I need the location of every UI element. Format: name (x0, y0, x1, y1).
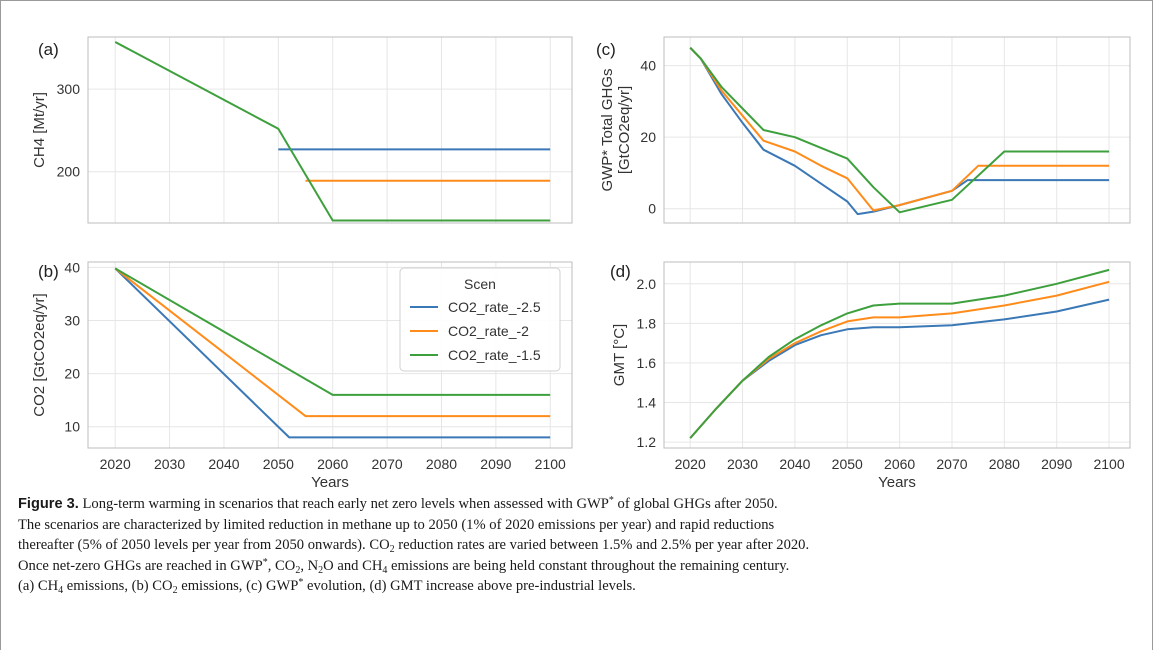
x-tick-label: 2100 (1093, 456, 1124, 472)
y-tick-label: 0 (648, 201, 656, 217)
caption-line-3: thereafter (5% of 2050 levels per year f… (18, 537, 810, 555)
x-tick-label: 2070 (936, 456, 967, 472)
y-tick-label: 40 (64, 259, 80, 275)
x-axis-label: Years (311, 474, 349, 491)
plot-frame (663, 36, 1131, 224)
x-tick-label: 2060 (317, 456, 348, 472)
series-line-CO2_rate_-1.5 (689, 268, 1110, 439)
legend-title: Scen (464, 276, 496, 292)
x-tick-label: 2040 (208, 456, 239, 472)
caption-line-4: Once net-zero GHGs are reached in GWP*, … (18, 556, 790, 576)
series-line-CO2_rate_-1.5 (114, 267, 551, 396)
panel-label: (b) (38, 262, 59, 281)
plot-frame (87, 261, 573, 449)
y-tick-label: 40 (640, 58, 656, 74)
y-tick-label: 30 (64, 312, 80, 328)
legend-entry: CO2_rate_-2 (448, 323, 529, 339)
caption-label: Figure 3. (18, 496, 79, 512)
y-tick-label: 20 (64, 366, 80, 382)
panel-label: (a) (38, 40, 59, 59)
y-tick-label: 20 (640, 129, 656, 145)
series-line-CO2_rate_-2.5 (689, 47, 1110, 216)
x-tick-label: 2040 (779, 456, 810, 472)
x-tick-label: 2020 (100, 456, 131, 472)
chart-panel-4: 1.2 1.4 1.6 1.8 2.0 2020 2030 2040 2050 2060 2070 2… (610, 261, 1131, 491)
chart-panel-3: 0 20 40 GWP* Total GHGs[GtCO2eq/yr] (c) (596, 36, 1131, 224)
legend-box (399, 267, 561, 372)
x-tick-label: 2030 (154, 456, 185, 472)
y-tick-label: 10 (64, 419, 80, 435)
x-tick-label: 2060 (884, 456, 915, 472)
x-tick-label: 2090 (480, 456, 511, 472)
y-axis-label: GMT [°C] (611, 324, 628, 386)
caption-line-5: (a) CH4 emissions, (b) CO2 emissions, (c… (18, 577, 636, 596)
x-tick-label: 2090 (1041, 456, 1072, 472)
x-tick-label: 2070 (372, 456, 403, 472)
plot-frame (663, 261, 1131, 449)
series-line-CO2_rate_-2 (114, 267, 551, 418)
chart-panel-1: 200 300 CH4 [Mt/yr] (a) (31, 36, 573, 224)
x-axis-label: Years (878, 474, 916, 491)
x-tick-label: 2020 (675, 456, 706, 472)
y-tick-label: 1.6 (637, 355, 657, 371)
y-tick-label: 200 (57, 164, 81, 180)
y-tick-label: 2.0 (637, 276, 657, 292)
y-axis-label: GWP* Total GHGs[GtCO2eq/yr] (599, 68, 633, 191)
plot-frame (87, 36, 573, 224)
series-line-CO2_rate_-2.5 (114, 267, 551, 439)
legend: Scen CO2_rate_-2.5 CO2_rate_-2 CO2_rate_-1.… (399, 267, 561, 372)
y-axis-label: CO2 [GtCO2eq/yr] (31, 293, 48, 416)
figure-caption: Figure 3. Long-term warming in scenarios… (18, 494, 1128, 597)
x-tick-label: 2080 (426, 456, 457, 472)
panel-label: (d) (610, 262, 631, 281)
series-line-CO2_rate_-2 (689, 47, 1110, 212)
y-tick-label: 1.4 (637, 394, 657, 410)
y-axis-label: CH4 [Mt/yr] (31, 92, 48, 168)
caption-line-2: The scenarios are characterized by limit… (18, 516, 775, 533)
panel-label: (c) (596, 40, 616, 59)
legend-entry: CO2_rate_-1.5 (448, 347, 541, 363)
x-tick-label: 2100 (535, 456, 566, 472)
y-tick-label: 300 (57, 81, 81, 97)
x-tick-label: 2050 (832, 456, 863, 472)
series-line-CO2_rate_-1.5 (114, 41, 551, 222)
x-tick-label: 2050 (263, 456, 294, 472)
y-tick-label: 1.8 (637, 315, 657, 331)
x-tick-label: 2080 (989, 456, 1020, 472)
series-line-CO2_rate_-1.5 (689, 47, 1110, 214)
y-tick-label: 1.2 (637, 434, 657, 450)
caption-line-1: Figure 3. Long-term warming in scenarios… (18, 495, 778, 513)
x-tick-label: 2030 (727, 456, 758, 472)
legend-entry: CO2_rate_-2.5 (448, 299, 541, 315)
